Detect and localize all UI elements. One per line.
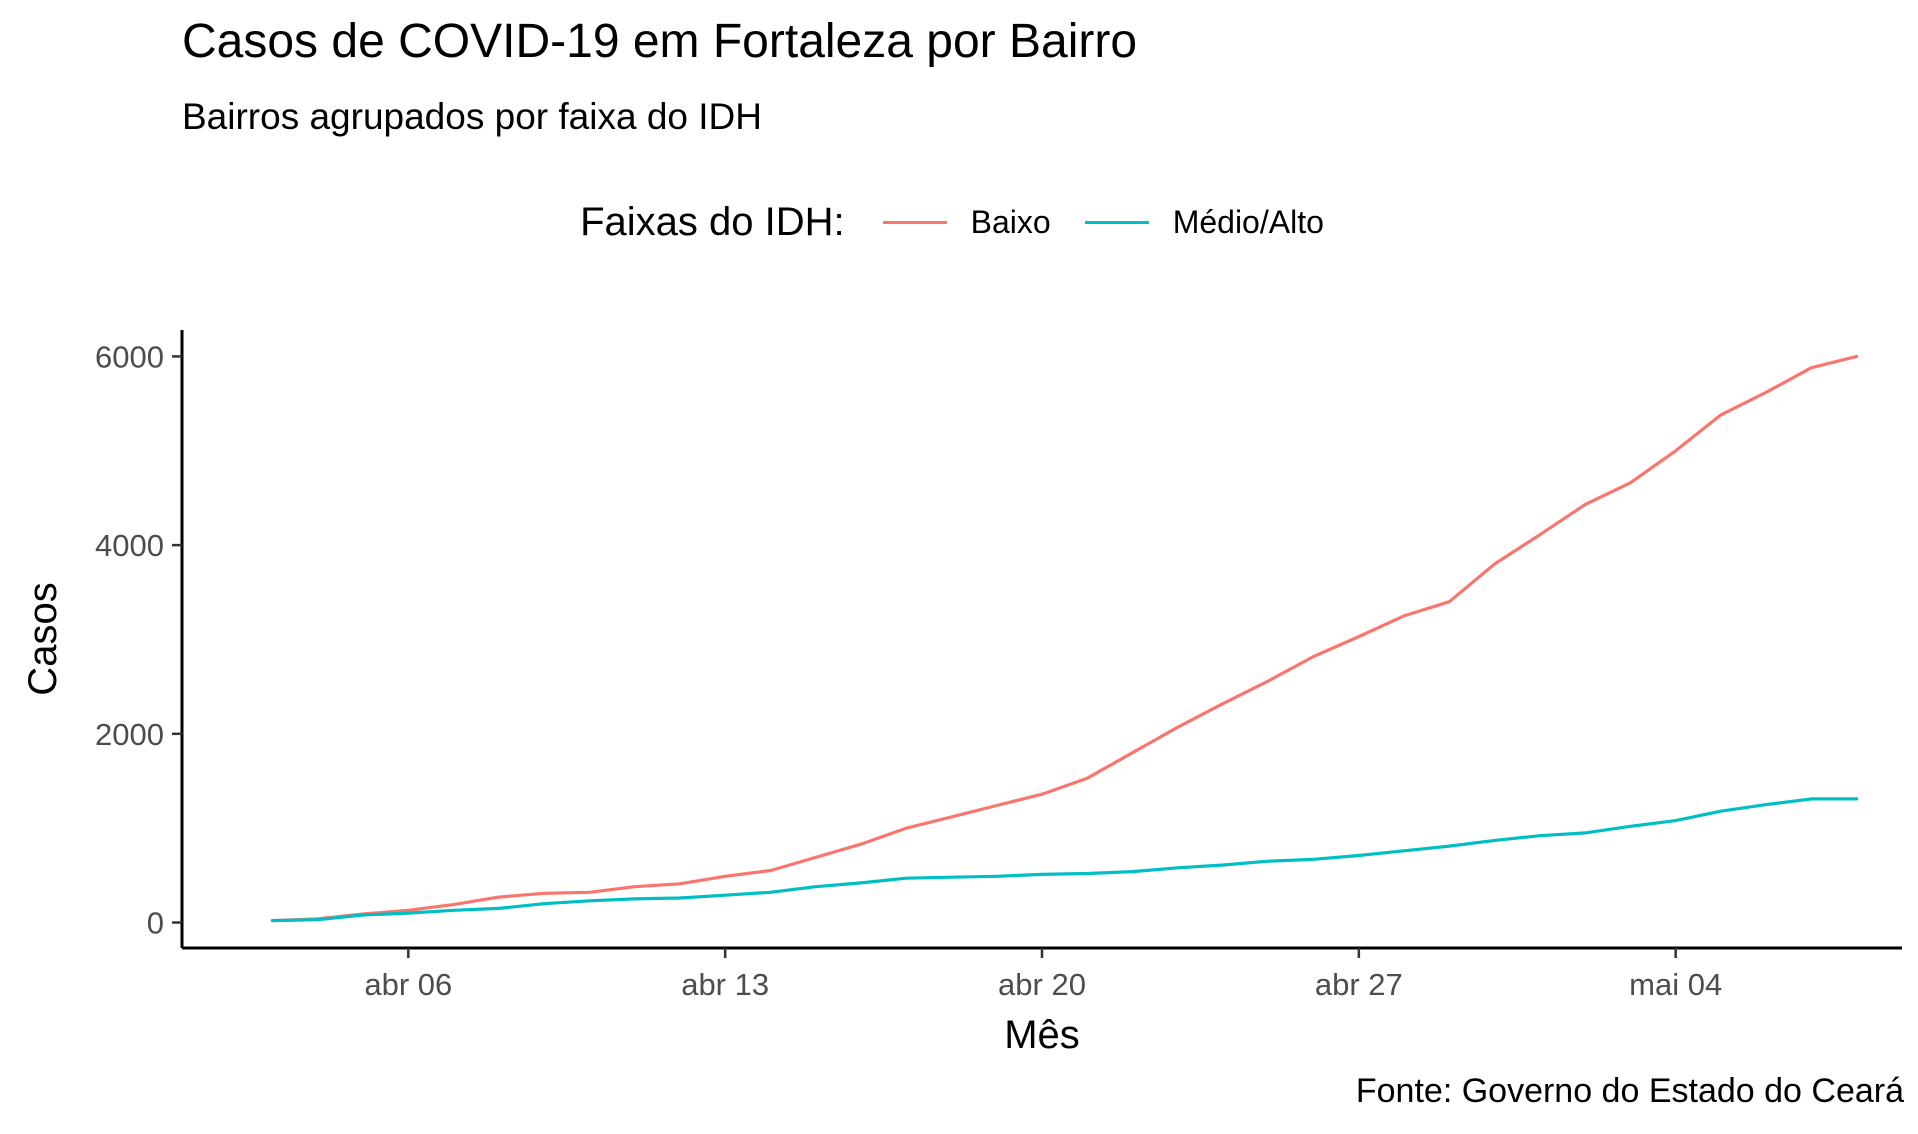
y-tick-label-2000: 2000 xyxy=(95,717,164,752)
series-line-baixo xyxy=(270,354,1859,923)
x-tick-label-abr-27: abr 27 xyxy=(1315,967,1403,1002)
legend-label-baixo: Baixo xyxy=(970,204,1051,240)
caption: Fonte: Governo do Estado do Ceará xyxy=(1355,1072,1904,1110)
x-axis-title: Mês xyxy=(1004,1013,1080,1057)
legend-title: Faixas do IDH: xyxy=(580,200,845,244)
y-tick-label-4000: 4000 xyxy=(95,528,164,563)
x-tick-label-mai-04: mai 04 xyxy=(1629,967,1722,1002)
x-tick-label-abr-13: abr 13 xyxy=(681,967,769,1002)
y-axis-title: Casos xyxy=(21,582,65,695)
legend-key-baixo xyxy=(882,221,947,224)
legend-item-baixo: Baixo xyxy=(882,204,1051,241)
x-tick-label-abr-20: abr 20 xyxy=(998,967,1086,1002)
chart-title: Casos de COVID-19 em Fortaleza por Bairr… xyxy=(182,15,1138,68)
chart-subtitle: Bairros agrupados por faixa do IDH xyxy=(182,96,762,137)
legend: Faixas do IDH: Baixo Médio/Alto xyxy=(0,200,1918,245)
legend-key-medio-alto xyxy=(1084,221,1149,224)
x-tick-label-abr-06: abr 06 xyxy=(364,967,452,1002)
y-tick-label-0: 0 xyxy=(147,906,164,941)
legend-item-medio-alto: Médio/Alto xyxy=(1084,204,1324,241)
legend-label-medio-alto: Médio/Alto xyxy=(1172,204,1324,240)
series-line-medio-alto xyxy=(270,797,1859,923)
y-tick-label-6000: 6000 xyxy=(95,339,164,374)
